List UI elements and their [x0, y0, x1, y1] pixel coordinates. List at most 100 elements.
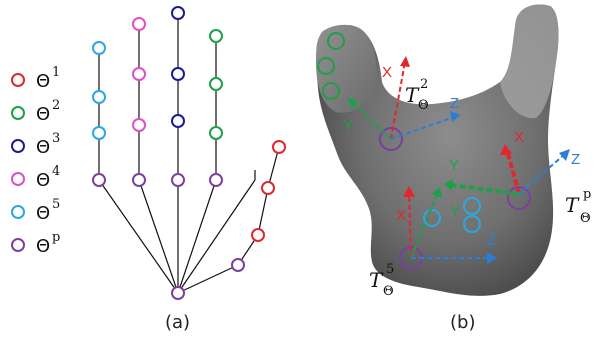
joint-node: [92, 126, 106, 140]
frame-origin: [379, 127, 403, 151]
legend-sup: 5: [52, 197, 60, 212]
legend-sup: p: [52, 230, 60, 245]
frame-symbol: T: [369, 268, 384, 292]
x-arrowhead: [403, 186, 415, 197]
y-axis-arrow: [410, 193, 438, 259]
mesh-joints-theta-5: [423, 197, 481, 233]
legend-symbol: Θ: [36, 203, 50, 224]
joint-node: [92, 41, 106, 55]
hand-mesh: [316, 4, 559, 296]
y-axis-label: Y: [450, 203, 460, 220]
joint-node: [209, 126, 223, 140]
y-axis-arrow: [450, 183, 520, 196]
joint-node: [132, 118, 146, 132]
joint-node: [463, 215, 481, 233]
joint-node: [132, 173, 146, 187]
x-axis-label: X: [396, 207, 406, 224]
joint-node: [132, 67, 146, 81]
legend-sup: 4: [52, 164, 60, 179]
legend-item-theta-1: Θ 1: [11, 65, 60, 92]
joint-node: [171, 67, 185, 81]
frame-origin: [507, 186, 531, 210]
frame-tp: X Y Z T Θ p: [444, 129, 591, 226]
frame-symbol: T: [405, 83, 420, 107]
frame-subscript: Θ: [580, 211, 591, 226]
legend-item-theta-2: Θ 2: [11, 98, 60, 125]
joint-node: [209, 29, 223, 43]
finger-theta-1: [251, 140, 286, 242]
joint-node: [171, 114, 185, 128]
frame-superscript: 5: [386, 262, 394, 277]
legend-symbol: Θ: [36, 170, 50, 191]
legend-symbol: Θ: [36, 236, 50, 257]
legend-symbol: Θ: [36, 104, 50, 125]
joint-node: [231, 258, 245, 272]
z-arrowhead: [487, 252, 497, 264]
legend-sup: 3: [52, 131, 60, 146]
x-arrowhead: [400, 56, 410, 67]
legend-marker-red: [11, 73, 25, 87]
legend-item-theta-p: Θ p: [11, 230, 60, 257]
x-axis-arrow: [390, 61, 406, 140]
frame-t5: X Y Z T Θ 5: [369, 186, 497, 299]
joint-node: [327, 32, 345, 50]
x-axis-label: X: [514, 129, 524, 146]
legend-sup: 1: [52, 65, 60, 80]
legend-symbol: Θ: [36, 71, 50, 92]
frame-subscript: Θ: [383, 284, 394, 299]
joint-node: [209, 77, 223, 91]
z-axis-arrow: [518, 153, 566, 195]
panel-a-caption: (a): [165, 312, 190, 333]
frame-t5-label: T Θ 5: [369, 262, 394, 299]
legend-marker-green: [11, 106, 25, 120]
y-axis-label: Y: [343, 117, 353, 134]
z-axis-label: Z: [450, 95, 459, 112]
frame-t2-label: T Θ 2: [405, 77, 429, 113]
joint-node: [423, 209, 441, 227]
y-arrowhead: [431, 187, 442, 198]
y-arrowhead: [347, 97, 358, 109]
z-axis-arrow: [390, 116, 455, 140]
z-arrowhead: [559, 149, 570, 161]
joint-node: [272, 140, 286, 154]
joint-node: [171, 173, 185, 187]
joint-node: [209, 173, 223, 187]
joint-node: [317, 57, 335, 75]
panel-b-caption: (b): [450, 312, 475, 333]
legend-marker-pink: [11, 172, 25, 186]
joint-node: [251, 228, 265, 242]
finger-theta-3: [171, 6, 185, 128]
mesh-joints-theta-2: [317, 32, 345, 100]
legend-marker-cyan: [11, 205, 25, 219]
frame-t2: X Y Z T Θ 2: [343, 56, 461, 151]
y-arrowhead: [444, 179, 453, 191]
finger-theta-4: [132, 17, 146, 132]
joint-node: [261, 181, 275, 195]
joint-node: [171, 6, 185, 20]
joint-node: [92, 90, 106, 104]
x-axis-arrow: [408, 192, 412, 259]
legend-sup: 2: [52, 98, 60, 113]
legend-item-theta-4: Θ 4: [11, 164, 60, 191]
joint-node: [322, 82, 340, 100]
frame-symbol: T: [565, 193, 580, 217]
legend-item-theta-3: Θ 3: [11, 131, 60, 158]
finger-theta-5: [92, 41, 106, 140]
y-axis-arrow: [351, 101, 392, 140]
joint-node: [92, 173, 106, 187]
frame-subscript: Θ: [418, 98, 429, 113]
x-arrowhead: [500, 144, 512, 155]
palm-joints-theta-p: [92, 173, 245, 300]
z-arrowhead: [450, 111, 461, 122]
x-axis-label: X: [382, 64, 392, 81]
frame-tp-label: T Θ p: [565, 187, 591, 226]
legend-marker-navy: [11, 139, 25, 153]
x-axis-arrow: [505, 149, 521, 195]
y-axis-label: Y: [449, 157, 459, 174]
finger-theta-2: [209, 29, 223, 140]
joint-node: [463, 197, 481, 215]
z-axis-label: Z: [487, 232, 496, 249]
legend-item-theta-5: Θ 5: [11, 197, 60, 224]
root-joint-node: [171, 286, 185, 300]
